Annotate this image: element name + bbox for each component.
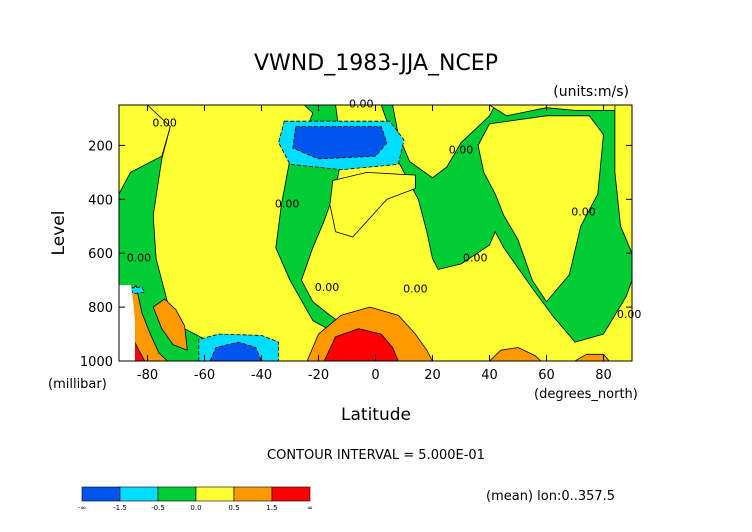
footer-text: (mean) lon:0..357.5 [486, 489, 615, 504]
plot-area [119, 105, 632, 361]
x-tick-label: 40 [481, 368, 498, 383]
contour-label: 0.00 [152, 117, 177, 130]
contour-label: 0.00 [449, 144, 474, 157]
contour-label: 0.00 [275, 197, 300, 210]
x-tick-label: 0 [371, 368, 379, 383]
colorbar-label: ∞ [307, 504, 313, 512]
colorbar-swatch [195, 486, 235, 502]
contour-label: 0.00 [571, 205, 596, 218]
y-tick-label: 400 [88, 193, 113, 208]
y-axis-label: Level [49, 211, 69, 256]
units-label: (units:m/s) [553, 84, 629, 100]
contour-region-cyan [129, 286, 146, 295]
contour-region-yellow [392, 105, 496, 179]
contour-region-yellow [489, 105, 632, 117]
contour-region-red [323, 328, 399, 361]
contour-region-yellow [329, 171, 416, 238]
contour-region-orange [574, 353, 610, 361]
contour-label: 0.00 [127, 251, 152, 264]
x-tick-label: -40 [251, 368, 272, 383]
contour-region-blue [292, 126, 388, 160]
contour-region-blue [209, 341, 262, 361]
x-tick-label: 20 [424, 368, 441, 383]
contour-labels: 0.00 0.00 0.00 0.00 0.00 0.00 0.00 0.00 0.00 0.00 [127, 98, 642, 321]
contour-region-yellow [614, 105, 632, 254]
x-tick-label: -20 [308, 368, 329, 383]
colorbar-label: -0.5 [151, 504, 165, 512]
x-axis-label: Latitude [341, 405, 411, 425]
colorbar-label: 0.0 [190, 504, 201, 512]
y-tick-label: 800 [88, 301, 113, 316]
y-tick-label: 1000 [80, 355, 113, 370]
x-tick-label: 80 [595, 368, 612, 383]
colorbar-swatch [81, 486, 121, 502]
colorbar-swatch [119, 486, 159, 502]
colorbar-label: 0.5 [228, 504, 239, 512]
contour-label: 0.00 [617, 308, 642, 321]
contour-label: 0.00 [315, 281, 340, 294]
contour-label: 0.00 [349, 98, 374, 111]
contour-interval-text: CONTOUR INTERVAL = 5.000E-01 [267, 448, 485, 463]
colorbar: -∞ -1.5 -0.5 0.0 0.5 1.5 ∞ [78, 486, 313, 512]
contour-region-yellow [300, 105, 632, 361]
colorbar-swatch [233, 486, 273, 502]
chart-title: VWND_1983-JJA_NCEP [254, 51, 498, 76]
colorbar-swatch [271, 486, 311, 502]
colorbar-label: -1.5 [113, 504, 127, 512]
contour-label: 0.00 [463, 251, 488, 264]
y-tick-label: 200 [88, 139, 113, 154]
contour-region-orange [152, 298, 188, 351]
x-units-label: (degrees_north) [534, 387, 638, 402]
contour-region-orange [489, 347, 542, 361]
colorbar-label: -∞ [78, 504, 86, 512]
y-units-label: (millibar) [48, 377, 107, 392]
y-tick-label: 600 [88, 247, 113, 262]
colorbar-swatch [157, 486, 197, 502]
missing-data-area [119, 285, 135, 361]
x-tick-label: 60 [538, 368, 555, 383]
x-tick-label: -80 [137, 368, 158, 383]
x-tick-label: -60 [194, 368, 215, 383]
colorbar-label: 1.5 [266, 504, 277, 512]
contour-region-yellow [119, 105, 171, 195]
contour-region-yellow [477, 115, 604, 303]
contour-label: 0.00 [403, 282, 428, 295]
axis-ticks: -80 -60 -40 -20 0 20 40 60 80 200 400 600 800 1000 [80, 105, 632, 383]
